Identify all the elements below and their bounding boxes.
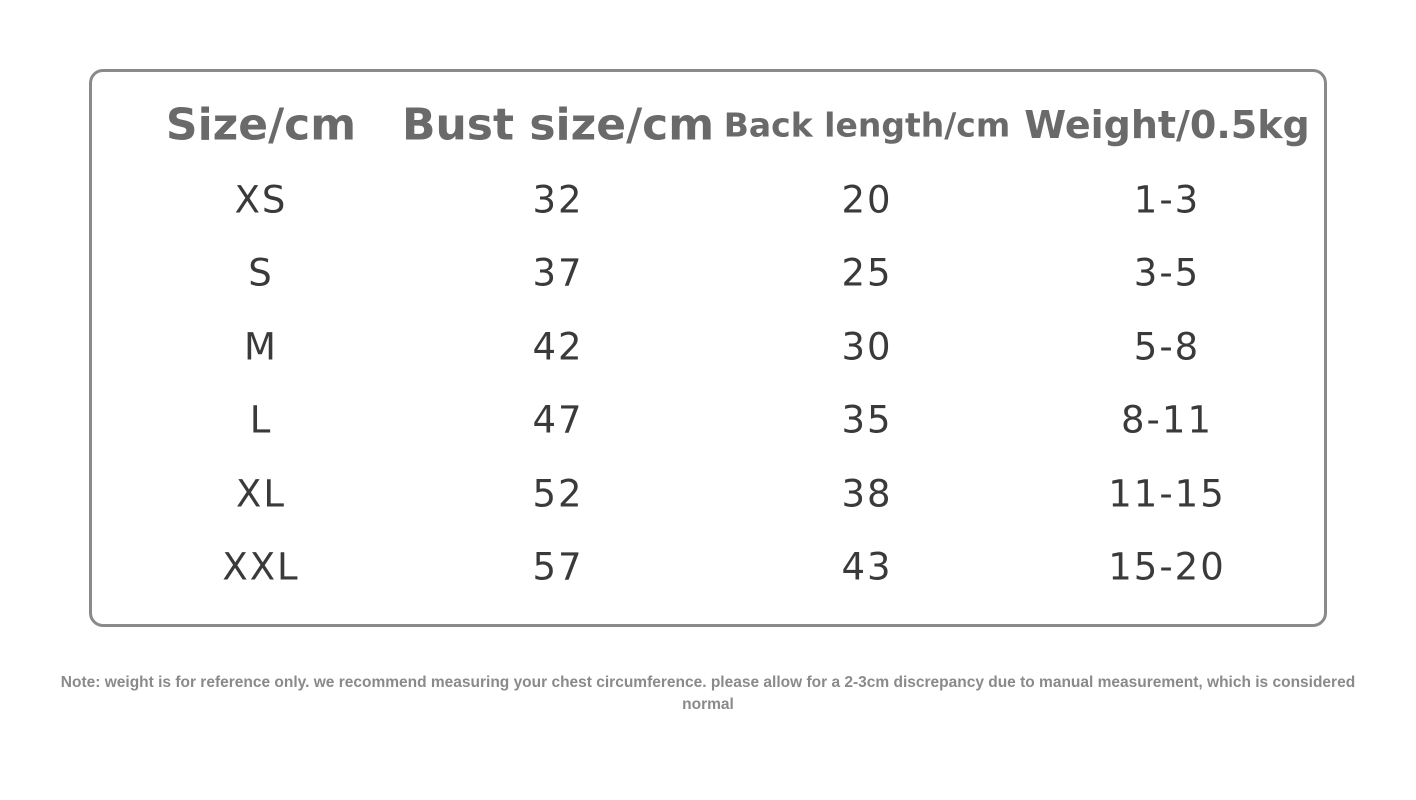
table-cell: 32 <box>532 178 584 222</box>
table-cell: 57 <box>532 545 584 589</box>
table-cell: S <box>248 251 274 295</box>
table-cell: 30 <box>841 325 893 369</box>
table-cell: 25 <box>841 251 893 295</box>
table-cell: 35 <box>841 398 893 442</box>
table-cell: XS <box>234 178 288 222</box>
table-cell: 52 <box>532 472 584 516</box>
table-cell: XXL <box>222 545 300 589</box>
table-cell: 15-20 <box>1108 545 1226 589</box>
table-cell: 3-5 <box>1133 251 1201 295</box>
table-cell: 20 <box>841 178 893 222</box>
header-cell: Back length/cm <box>723 105 1011 145</box>
table-cell: 5-8 <box>1133 325 1201 369</box>
table-frame <box>89 69 1327 627</box>
table-cell: XL <box>236 472 286 516</box>
table-cell: 43 <box>841 545 893 589</box>
table-cell: 11-15 <box>1108 472 1226 516</box>
header-cell: Size/cm <box>165 99 357 151</box>
table-cell: 38 <box>841 472 893 516</box>
header-cell: Bust size/cm <box>401 99 715 151</box>
table-cell: M <box>244 325 278 369</box>
note: Note: weight is for reference only. we r… <box>60 674 1356 713</box>
table-cell: 42 <box>532 325 584 369</box>
table-cell: 8-11 <box>1121 398 1213 442</box>
table-cell: 1-3 <box>1133 178 1201 222</box>
table-cell: L <box>249 398 273 442</box>
header-cell: Weight/0.5kg <box>1024 103 1310 147</box>
table-cell: 47 <box>532 398 584 442</box>
table-cell: 37 <box>532 251 584 295</box>
